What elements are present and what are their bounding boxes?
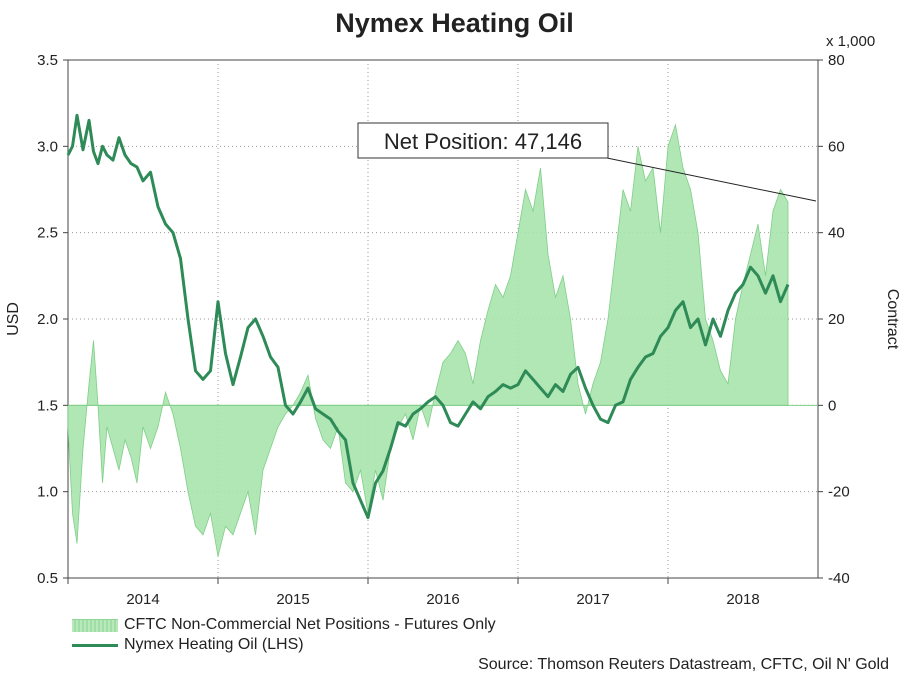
y-left-tick-label: 2.0 [37,311,58,328]
y-left-tick-label: 1.0 [37,484,58,501]
y-right-axis-label: Contract [884,289,901,350]
y-left-tick-label: 0.5 [37,570,58,587]
legend-item-net-positions: CFTC Non-Commercial Net Positions - Futu… [72,616,496,634]
y-right-tick-label: -20 [828,484,850,501]
legend-swatch-area [72,618,118,632]
y-left-tick-label: 3.0 [37,138,58,155]
y-right-multiplier: x 1,000 [826,33,875,50]
x-tick-label: 2016 [426,591,459,608]
source-note: Source: Thomson Reuters Datastream, CFTC… [478,656,889,673]
legend-label-net-positions: CFTC Non-Commercial Net Positions - Futu… [124,616,496,633]
y-right-tick-label: -40 [828,570,850,587]
y-right-tick-label: 80 [828,52,845,69]
x-tick-label: 2017 [576,591,609,608]
y-right-tick-label: 0 [828,397,836,414]
y-left-tick-label: 2.5 [37,225,58,242]
x-tick-label: 2014 [126,591,159,608]
y-right-tick-label: 40 [828,225,845,242]
y-right-tick-label: 60 [828,138,845,155]
annotation-text: Net Position: 47,146 [384,129,582,154]
heating-oil-line [66,113,790,520]
x-tick-label: 2018 [726,591,759,608]
y-left-tick-label: 3.5 [37,52,58,69]
legend-swatch-line [72,643,118,647]
annotation-box [357,122,609,159]
legend-label-heating-oil: Nymex Heating Oil (LHS) [124,636,304,653]
y-left-axis-label: USD [5,302,22,336]
y-right-tick-label: 20 [828,311,845,328]
annotation-leader-line [606,157,817,202]
axes-layer: 0.5 1.0 1.5 2.0 2.5 3.0 3.5 -40 -20 0 20 40 60 80 2014… [37,52,850,608]
heating-oil-line-layer [66,113,790,520]
chart-title: Nymex Heating Oil [335,8,574,38]
x-tick-label: 2015 [276,591,309,608]
y-left-tick-label: 1.5 [37,397,58,414]
net-positions-area [67,123,789,557]
legend-item-heating-oil: Nymex Heating Oil (LHS) [72,636,304,654]
